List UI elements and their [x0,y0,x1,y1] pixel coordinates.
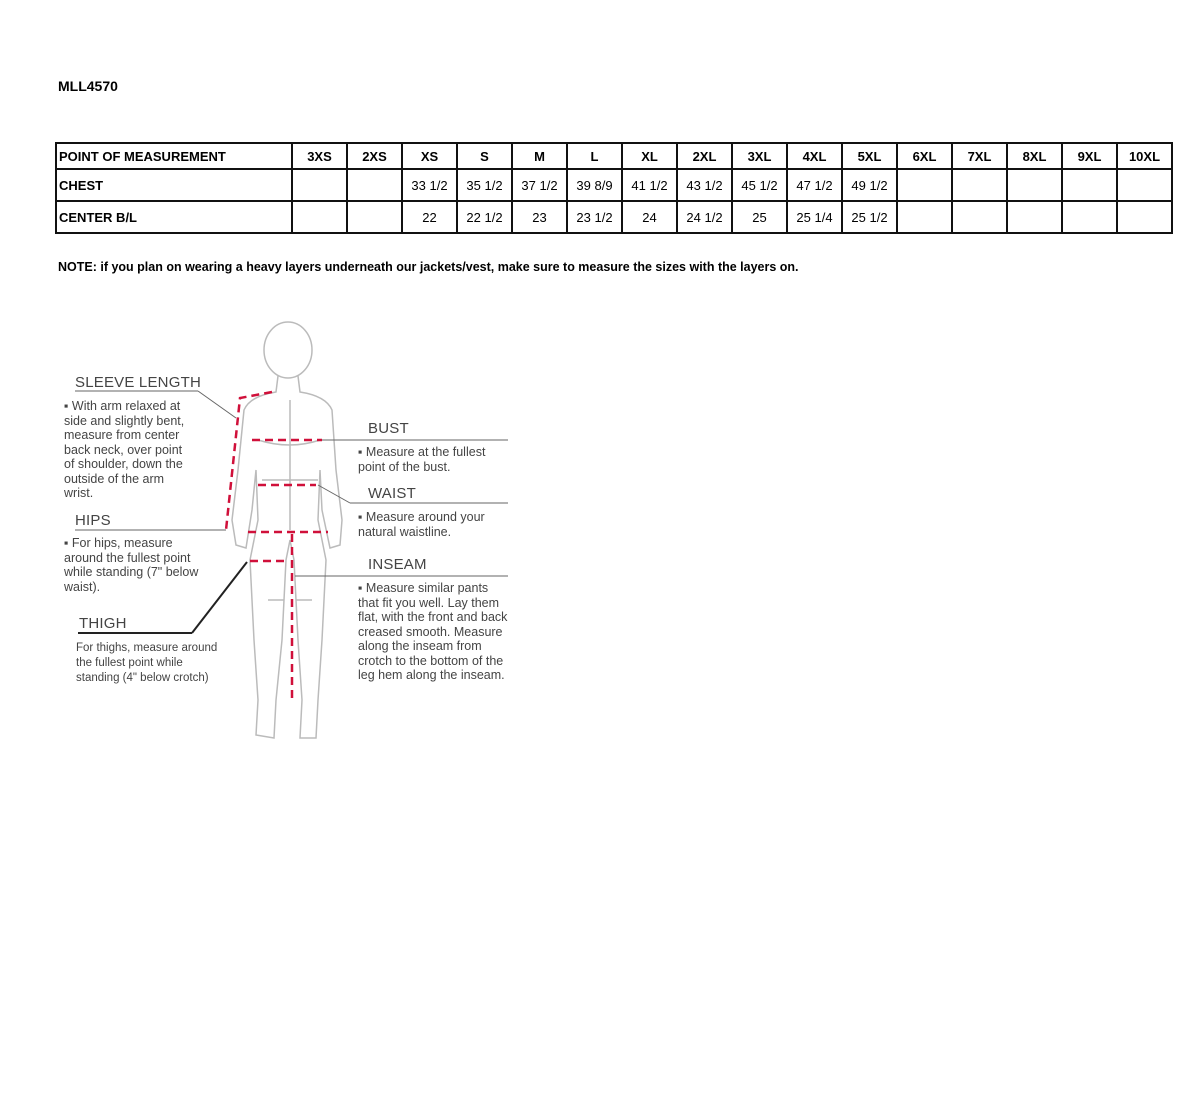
table-cell: 47 1/2 [786,168,843,202]
table-cell: 23 [511,200,568,234]
sleeve-title: SLEEVE LENGTH [75,374,201,391]
table-cell: 45 1/2 [731,168,788,202]
table-cell [1116,168,1173,202]
table-row: CENTER B/L 22 22 1/2 23 23 1/2 24 24 1/2 25 25 1… [55,200,1173,234]
column-header-size: 6XL [896,142,953,170]
table-row: CHEST 33 1/2 35 1/2 37 1/2 39 8/9 41 1/2 43 1/… [55,168,1173,202]
table-cell [951,200,1008,234]
layering-note: NOTE: if you plan on wearing a heavy lay… [58,260,799,274]
row-label: CHEST [55,168,293,202]
table-cell: 35 1/2 [456,168,513,202]
column-header-size: S [456,142,513,170]
column-header-size: 8XL [1006,142,1063,170]
thigh-title: THIGH [79,615,127,632]
thigh-callout-line [78,561,248,634]
column-header-size: 10XL [1116,142,1173,170]
table-cell: 43 1/2 [676,168,733,202]
table-cell: 39 8/9 [566,168,623,202]
column-header-size: 5XL [841,142,898,170]
table-cell: 37 1/2 [511,168,568,202]
inseam-description: Measure similar pants that fit you well.… [358,581,508,682]
table-cell: 24 1/2 [676,200,733,234]
table-cell: 22 1/2 [456,200,513,234]
column-header-size: XL [621,142,678,170]
table-cell [1006,200,1063,234]
measurement-lines [224,390,328,700]
waist-title: WAIST [368,485,416,502]
table-cell: 33 1/2 [401,168,458,202]
table-cell [346,200,403,234]
hips-title: HIPS [75,512,111,529]
column-header-label: POINT OF MEASUREMENT [55,142,293,170]
table-cell: 49 1/2 [841,168,898,202]
table-cell: 25 1/2 [841,200,898,234]
callout-lines [75,390,508,577]
table-header-row: POINT OF MEASUREMENT 3XS 2XS XS S M L XL 2XL 3XL 4… [55,142,1173,170]
table-cell [346,168,403,202]
hips-description: For hips, measure around the fullest poi… [64,536,199,594]
waist-text: ▪ Measure around your natural waistline. [358,510,485,539]
column-header-size: 3XL [731,142,788,170]
table-cell [951,168,1008,202]
table-cell [896,168,953,202]
sleeve-text: ▪ With arm relaxed at side and slightly … [64,399,185,500]
body-outline [231,321,343,739]
bust-description: Measure at the fullest point of the bust… [358,445,486,474]
table-cell: 24 [621,200,678,234]
table-cell [1006,168,1063,202]
bust-title: BUST [368,420,409,437]
column-header-size: 4XL [786,142,843,170]
table-cell [291,168,348,202]
column-header-size: M [511,142,568,170]
table-cell [1061,168,1118,202]
column-header-size: 9XL [1061,142,1118,170]
thigh-description: For thighs, measure around the fullest p… [76,642,218,684]
table-cell [896,200,953,234]
column-header-size: 2XS [346,142,403,170]
bust-text: ▪ Measure at the fullest point of the bu… [358,445,486,474]
sleeve-description: With arm relaxed at side and slightly be… [64,399,185,500]
column-header-size: L [566,142,623,170]
table-cell [1116,200,1173,234]
waist-description: Measure around your natural waistline. [358,510,485,539]
table-cell: 23 1/2 [566,200,623,234]
table-cell: 25 1/4 [786,200,843,234]
table-cell [291,200,348,234]
column-header-size: 3XS [291,142,348,170]
inseam-title: INSEAM [368,556,427,573]
size-chart-table: POINT OF MEASUREMENT 3XS 2XS XS S M L XL 2XL 3XL 4… [55,142,1173,234]
product-code: MLL4570 [58,78,118,94]
table-cell [1061,200,1118,234]
row-label: CENTER B/L [55,200,293,234]
inseam-text: ▪ Measure similar pants that fit you wel… [358,581,508,682]
table-cell: 22 [401,200,458,234]
table-cell: 41 1/2 [621,168,678,202]
column-header-size: XS [401,142,458,170]
table-cell: 25 [731,200,788,234]
hips-text: ▪ For hips, measure around the fullest p… [64,536,199,594]
column-header-size: 7XL [951,142,1008,170]
column-header-size: 2XL [676,142,733,170]
